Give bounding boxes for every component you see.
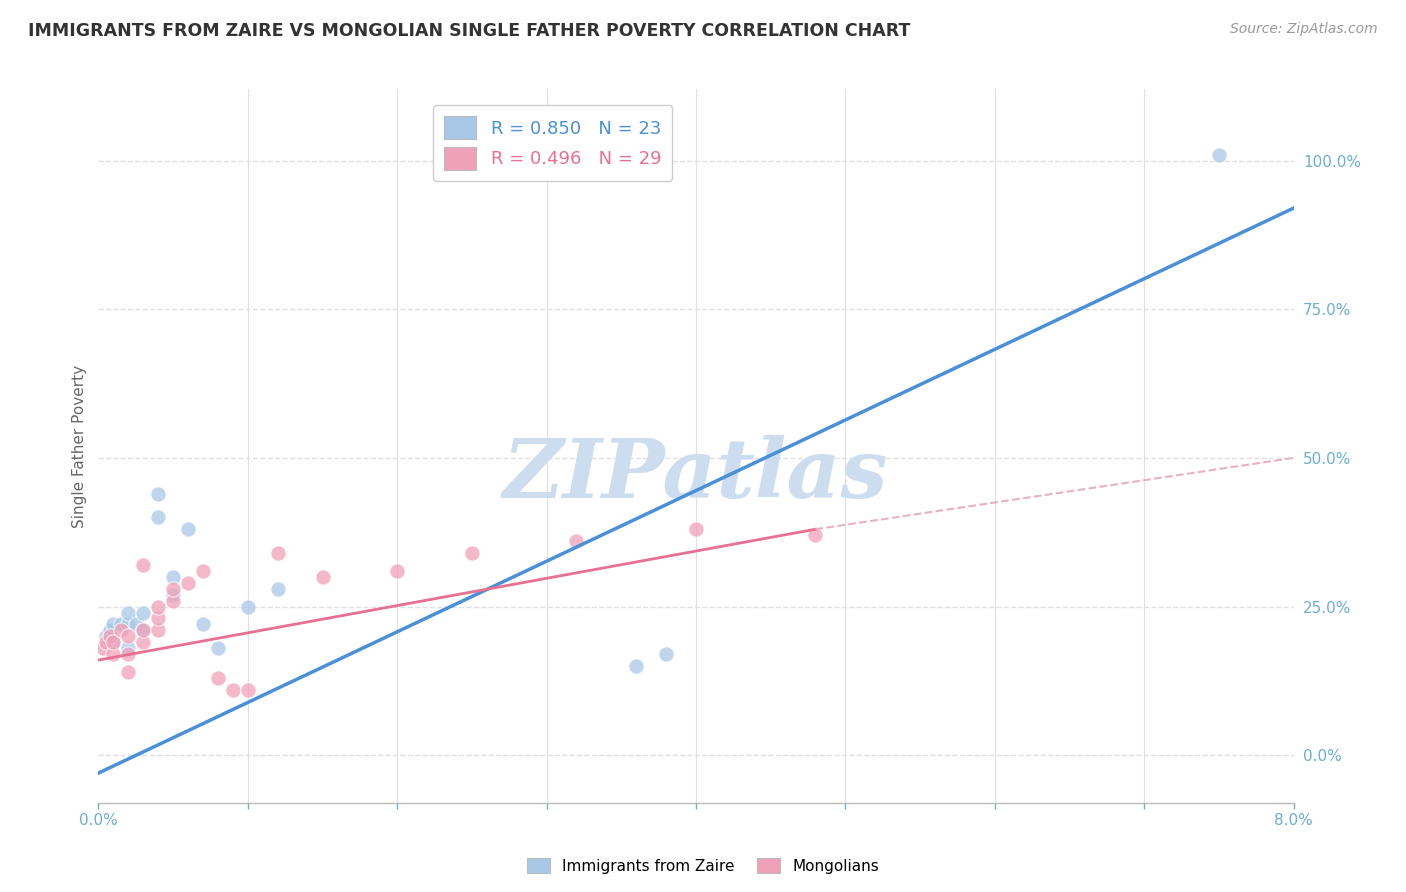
Point	[162, 593, 184, 607]
Point	[94, 635, 117, 649]
Point	[103, 647, 125, 661]
Point	[626, 659, 648, 673]
Point	[222, 682, 245, 697]
Point	[177, 575, 200, 590]
Point	[132, 635, 155, 649]
Point	[132, 606, 155, 620]
Point	[267, 546, 290, 560]
Point	[162, 582, 184, 596]
Point	[148, 599, 170, 614]
Point	[117, 647, 139, 661]
Text: ZIPatlas: ZIPatlas	[503, 434, 889, 515]
Point	[191, 617, 214, 632]
Point	[103, 617, 125, 632]
Point	[117, 617, 139, 632]
Point	[804, 528, 827, 542]
Point	[117, 665, 139, 679]
Point	[236, 599, 259, 614]
Point	[162, 570, 184, 584]
Point	[148, 611, 170, 625]
Point	[655, 647, 678, 661]
Point	[117, 629, 139, 643]
Point	[162, 588, 184, 602]
Point	[117, 606, 139, 620]
Point	[191, 564, 214, 578]
Point	[148, 510, 170, 524]
Point	[177, 522, 200, 536]
Point	[267, 582, 290, 596]
Text: Source: ZipAtlas.com: Source: ZipAtlas.com	[1230, 22, 1378, 37]
Point	[311, 570, 333, 584]
Point	[132, 624, 155, 638]
Legend: R = 0.850   N = 23, R = 0.496   N = 29: R = 0.850 N = 23, R = 0.496 N = 29	[433, 105, 672, 181]
Point	[103, 635, 125, 649]
Point	[461, 546, 484, 560]
Legend: Immigrants from Zaire, Mongolians: Immigrants from Zaire, Mongolians	[520, 852, 886, 880]
Point	[148, 624, 170, 638]
Point	[207, 641, 229, 656]
Point	[385, 564, 409, 578]
Point	[1208, 147, 1230, 161]
Point	[132, 624, 155, 638]
Point	[98, 624, 122, 638]
Point	[94, 629, 117, 643]
Point	[132, 558, 155, 572]
Point	[236, 682, 259, 697]
Point	[91, 641, 114, 656]
Point	[98, 629, 122, 643]
Text: IMMIGRANTS FROM ZAIRE VS MONGOLIAN SINGLE FATHER POVERTY CORRELATION CHART: IMMIGRANTS FROM ZAIRE VS MONGOLIAN SINGL…	[28, 22, 911, 40]
Point	[110, 624, 132, 638]
Point	[103, 635, 125, 649]
Point	[117, 641, 139, 656]
Point	[110, 617, 132, 632]
Point	[565, 534, 588, 549]
Point	[685, 522, 707, 536]
Point	[148, 486, 170, 500]
Y-axis label: Single Father Poverty: Single Father Poverty	[72, 365, 87, 527]
Point	[125, 617, 148, 632]
Point	[207, 671, 229, 685]
